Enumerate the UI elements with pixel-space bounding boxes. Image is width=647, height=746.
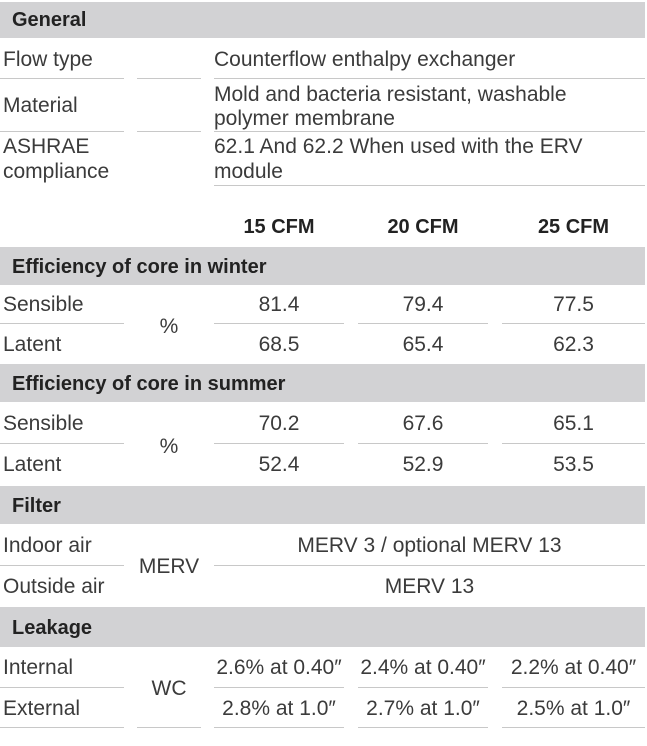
divider	[214, 727, 344, 728]
section-title: Efficiency of core in winter	[12, 256, 267, 278]
divider	[0, 323, 124, 324]
cell: 2.8% at 1.0″	[222, 697, 336, 720]
divider	[214, 687, 344, 688]
column-header-20cfm: 20 CFM	[387, 216, 459, 238]
row-value-ashrae-line2: module	[214, 160, 283, 183]
divider	[214, 443, 344, 444]
cell: 2.2% at 0.40″	[510, 656, 637, 679]
divider	[214, 323, 344, 324]
cell: 67.6	[402, 412, 444, 435]
unit-percent: %	[159, 315, 179, 338]
cell: 77.5	[553, 293, 594, 316]
divider	[502, 727, 645, 728]
section-title: Filter	[12, 495, 61, 517]
divider	[137, 131, 201, 132]
divider	[214, 185, 645, 186]
unit-wc: WC	[151, 677, 187, 700]
row-label-material: Material	[3, 94, 78, 117]
section-filter: Filter	[0, 486, 645, 524]
divider	[0, 727, 124, 728]
cell: 52.9	[402, 453, 444, 476]
divider	[0, 443, 124, 444]
cell: 81.4	[258, 293, 300, 316]
row-label-indoor-air: Indoor air	[3, 534, 92, 557]
divider	[214, 565, 645, 566]
row-label-flow-type: Flow type	[3, 48, 93, 71]
divider	[0, 131, 124, 132]
section-title: Efficiency of core in summer	[12, 373, 286, 395]
divider	[358, 323, 488, 324]
row-value-ashrae-line1: 62.1 And 62.2 When used with the ERV	[214, 135, 583, 158]
section-winter: Efficiency of core in winter	[0, 247, 645, 285]
section-summer: Efficiency of core in summer	[0, 364, 645, 402]
divider	[502, 443, 645, 444]
cell: 68.5	[258, 333, 300, 356]
cell: 53.5	[553, 453, 594, 476]
row-label-summer-latent: Latent	[3, 453, 62, 476]
row-label-winter-latent: Latent	[3, 333, 62, 356]
cell: MERV 13	[384, 575, 475, 598]
row-label-ashrae-line1: ASHRAE	[3, 135, 90, 158]
divider	[0, 78, 124, 79]
cell: 2.4% at 0.40″	[360, 656, 486, 679]
divider	[137, 78, 201, 79]
divider	[358, 727, 488, 728]
cell: 2.6% at 0.40″	[216, 656, 342, 679]
cell: 70.2	[258, 412, 300, 435]
cell: MERV 3 / optional MERV 13	[297, 534, 562, 557]
divider	[358, 443, 488, 444]
cell: 65.4	[402, 333, 444, 356]
row-label-ashrae-line2: compliance	[3, 160, 110, 183]
column-header-25cfm: 25 CFM	[537, 216, 610, 238]
row-value-material-line2: polymer membrane	[214, 107, 395, 130]
divider	[137, 727, 201, 728]
row-label-external: External	[3, 697, 81, 720]
cell: 65.1	[553, 412, 594, 435]
divider	[502, 687, 645, 688]
row-label-summer-sensible: Sensible	[3, 412, 84, 435]
cell: 79.4	[402, 293, 444, 316]
section-general: General	[0, 2, 645, 38]
cell: 62.3	[553, 333, 594, 356]
row-label-winter-sensible: Sensible	[3, 293, 84, 316]
row-value-material-line1: Mold and bacteria resistant, washable	[214, 83, 567, 106]
cell: 52.4	[258, 453, 300, 476]
row-value-flow-type: Counterflow enthalpy exchanger	[214, 48, 516, 71]
cell: 2.7% at 1.0″	[366, 697, 480, 720]
divider	[214, 131, 645, 132]
divider	[502, 323, 645, 324]
cell: 2.5% at 1.0″	[516, 697, 631, 720]
divider	[0, 565, 124, 566]
row-label-outside-air: Outside air	[3, 575, 105, 598]
divider	[358, 687, 488, 688]
divider	[214, 78, 645, 79]
section-title: General	[12, 9, 87, 31]
section-leakage: Leakage	[0, 607, 645, 647]
unit-merv: MERV	[138, 555, 200, 578]
section-title: Leakage	[12, 617, 93, 639]
row-label-internal: Internal	[3, 656, 74, 679]
divider	[0, 687, 124, 688]
column-header-15cfm: 15 CFM	[243, 216, 315, 238]
unit-percent: %	[159, 435, 179, 458]
